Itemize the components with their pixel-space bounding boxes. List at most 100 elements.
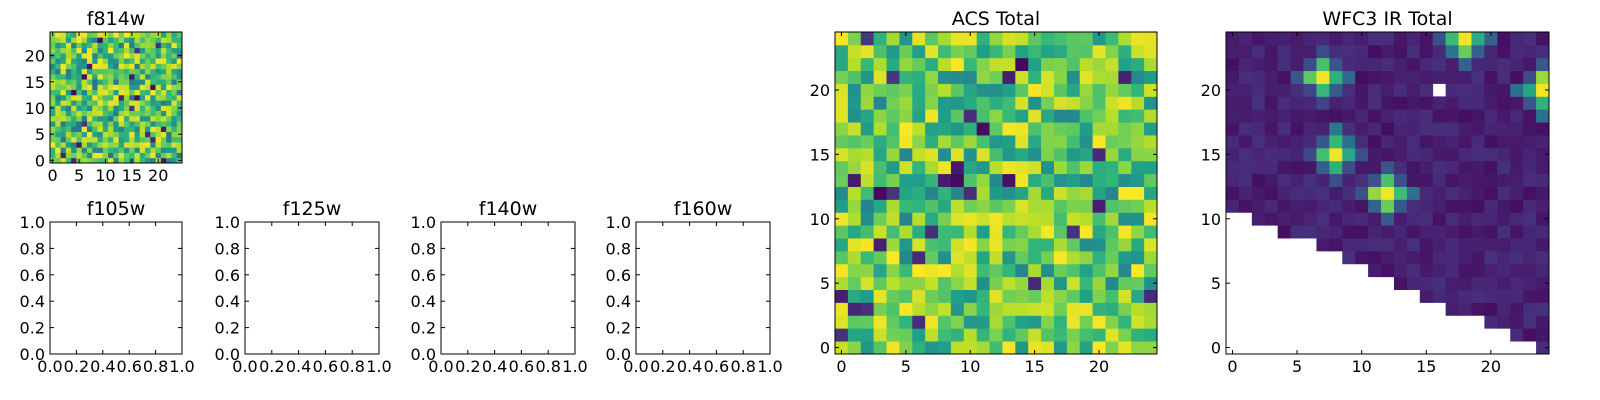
panel-f105w: f105w 0.0 0.2 0.4 0.6 0.8 1.0 0.0 0.2 0.4 0.6 0.8 1.… bbox=[0, 195, 200, 400]
heatmap-cell bbox=[976, 173, 990, 187]
heatmap-cell bbox=[1523, 263, 1537, 278]
heatmap-cell bbox=[1092, 186, 1106, 200]
heatmap-cell bbox=[50, 136, 56, 143]
heatmap-cell bbox=[950, 315, 965, 329]
heatmap-cell bbox=[1342, 199, 1356, 213]
heatmap-cell bbox=[102, 142, 109, 148]
heatmap-cell bbox=[1131, 83, 1145, 97]
heatmap-cell bbox=[1079, 186, 1093, 200]
heatmap-cell bbox=[166, 42, 172, 49]
heatmap-cell bbox=[71, 110, 77, 117]
heatmap-cell bbox=[1238, 32, 1253, 46]
heatmap-cell bbox=[886, 289, 900, 303]
heatmap-cell bbox=[860, 147, 875, 162]
heatmap-cell bbox=[1251, 122, 1266, 136]
heatmap-cell bbox=[1066, 147, 1081, 162]
heatmap-cell bbox=[160, 115, 167, 122]
heatmap-cell bbox=[1406, 263, 1421, 278]
heatmap-cell bbox=[1329, 238, 1343, 252]
heatmap-cell bbox=[1406, 186, 1421, 200]
heatmap-cell bbox=[160, 37, 167, 43]
heatmap-cell bbox=[65, 32, 72, 38]
heatmap-cell bbox=[1355, 199, 1369, 213]
heatmap-cell bbox=[847, 289, 862, 303]
heatmap-cell bbox=[65, 152, 72, 159]
heatmap-cell bbox=[160, 63, 167, 70]
x-tick-label: 15 bbox=[1024, 357, 1044, 376]
heatmap-cell bbox=[847, 238, 862, 252]
heatmap-cell bbox=[166, 152, 172, 159]
heatmap-cell bbox=[963, 96, 978, 110]
heatmap-cell bbox=[123, 32, 130, 38]
heatmap-cell bbox=[155, 152, 162, 159]
heatmap-cell bbox=[989, 70, 1003, 84]
heatmap-cell bbox=[176, 115, 183, 122]
heatmap-cell bbox=[166, 100, 172, 106]
heatmap-cell bbox=[1015, 328, 1029, 342]
heatmap-cell bbox=[92, 121, 98, 127]
heatmap-cell bbox=[129, 52, 135, 59]
heatmap-cell bbox=[1342, 122, 1356, 136]
heatmap-cell bbox=[1015, 186, 1029, 200]
heatmap-cell bbox=[1066, 225, 1081, 239]
heatmap-cell bbox=[1118, 109, 1132, 123]
heatmap-cell bbox=[1264, 147, 1279, 162]
heatmap-cell bbox=[1041, 186, 1055, 200]
heatmap-cell bbox=[912, 302, 926, 316]
heatmap-cell bbox=[1118, 96, 1132, 110]
heatmap-cell bbox=[1118, 302, 1132, 316]
heatmap-cell bbox=[97, 136, 104, 143]
heatmap-cell bbox=[1316, 122, 1330, 136]
heatmap-cell bbox=[1510, 147, 1524, 162]
heatmap-cell bbox=[1066, 212, 1081, 226]
heatmap-cell bbox=[1303, 109, 1317, 123]
heatmap-cell bbox=[55, 121, 61, 127]
heatmap-cell bbox=[50, 37, 56, 43]
heatmap-cell bbox=[1002, 160, 1016, 175]
heatmap-cell bbox=[76, 94, 83, 101]
heatmap-cell bbox=[50, 89, 56, 96]
heatmap-cell bbox=[1251, 83, 1266, 97]
heatmap-cell bbox=[1355, 57, 1369, 72]
heatmap-cell bbox=[129, 136, 135, 143]
heatmap-cell bbox=[1536, 289, 1550, 303]
heatmap-cell bbox=[123, 42, 130, 49]
heatmap-cell bbox=[835, 328, 849, 342]
heatmap-cell bbox=[92, 94, 98, 101]
heatmap-cell bbox=[899, 122, 913, 136]
heatmap-cell bbox=[989, 341, 1003, 355]
heatmap-cell bbox=[50, 42, 56, 49]
heatmap-cell bbox=[81, 136, 88, 143]
heatmap-cell bbox=[1497, 122, 1511, 136]
heatmap-cell bbox=[963, 263, 978, 278]
heatmap-cell bbox=[950, 173, 965, 187]
x-tick-label: 0.2 bbox=[455, 357, 480, 376]
heatmap-cell bbox=[1028, 57, 1042, 72]
heatmap-cell bbox=[1458, 70, 1472, 84]
heatmap-cell bbox=[1079, 328, 1093, 342]
heatmap-cell bbox=[108, 32, 114, 38]
heatmap-cell bbox=[86, 121, 93, 127]
heatmap-cell bbox=[134, 42, 141, 49]
heatmap-cell bbox=[1144, 109, 1158, 123]
heatmap-cell bbox=[835, 315, 849, 329]
heatmap-cell bbox=[86, 157, 93, 164]
heatmap-cell bbox=[963, 341, 978, 355]
heatmap-cell bbox=[1144, 70, 1158, 84]
heatmap-cell bbox=[1419, 70, 1434, 84]
heatmap-cell bbox=[1419, 147, 1434, 162]
heatmap-cell bbox=[1303, 212, 1317, 226]
y-tick-label: 0 bbox=[35, 151, 45, 170]
heatmap-cell bbox=[1497, 32, 1511, 46]
heatmap-cell bbox=[1002, 57, 1016, 72]
heatmap-cell bbox=[176, 32, 183, 38]
heatmap-cell bbox=[1432, 57, 1447, 72]
heatmap-cell bbox=[134, 68, 141, 75]
heatmap-cell bbox=[118, 100, 125, 106]
heatmap-cell bbox=[166, 63, 172, 70]
heatmap-cell bbox=[1368, 32, 1382, 46]
heatmap-cell bbox=[1028, 199, 1042, 213]
heatmap-cell bbox=[171, 100, 178, 106]
heatmap-cell bbox=[1226, 147, 1240, 162]
